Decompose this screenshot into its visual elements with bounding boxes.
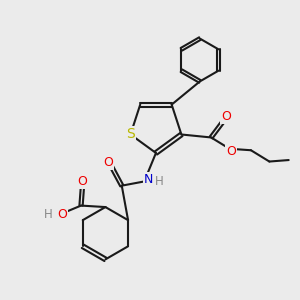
Text: O: O — [103, 156, 113, 169]
Text: O: O — [226, 145, 236, 158]
Text: O: O — [221, 110, 231, 123]
Text: H: H — [44, 208, 52, 221]
Text: O: O — [57, 208, 67, 221]
Text: S: S — [126, 128, 135, 142]
Text: N: N — [144, 173, 153, 186]
Text: H: H — [155, 175, 164, 188]
Text: O: O — [78, 175, 88, 188]
